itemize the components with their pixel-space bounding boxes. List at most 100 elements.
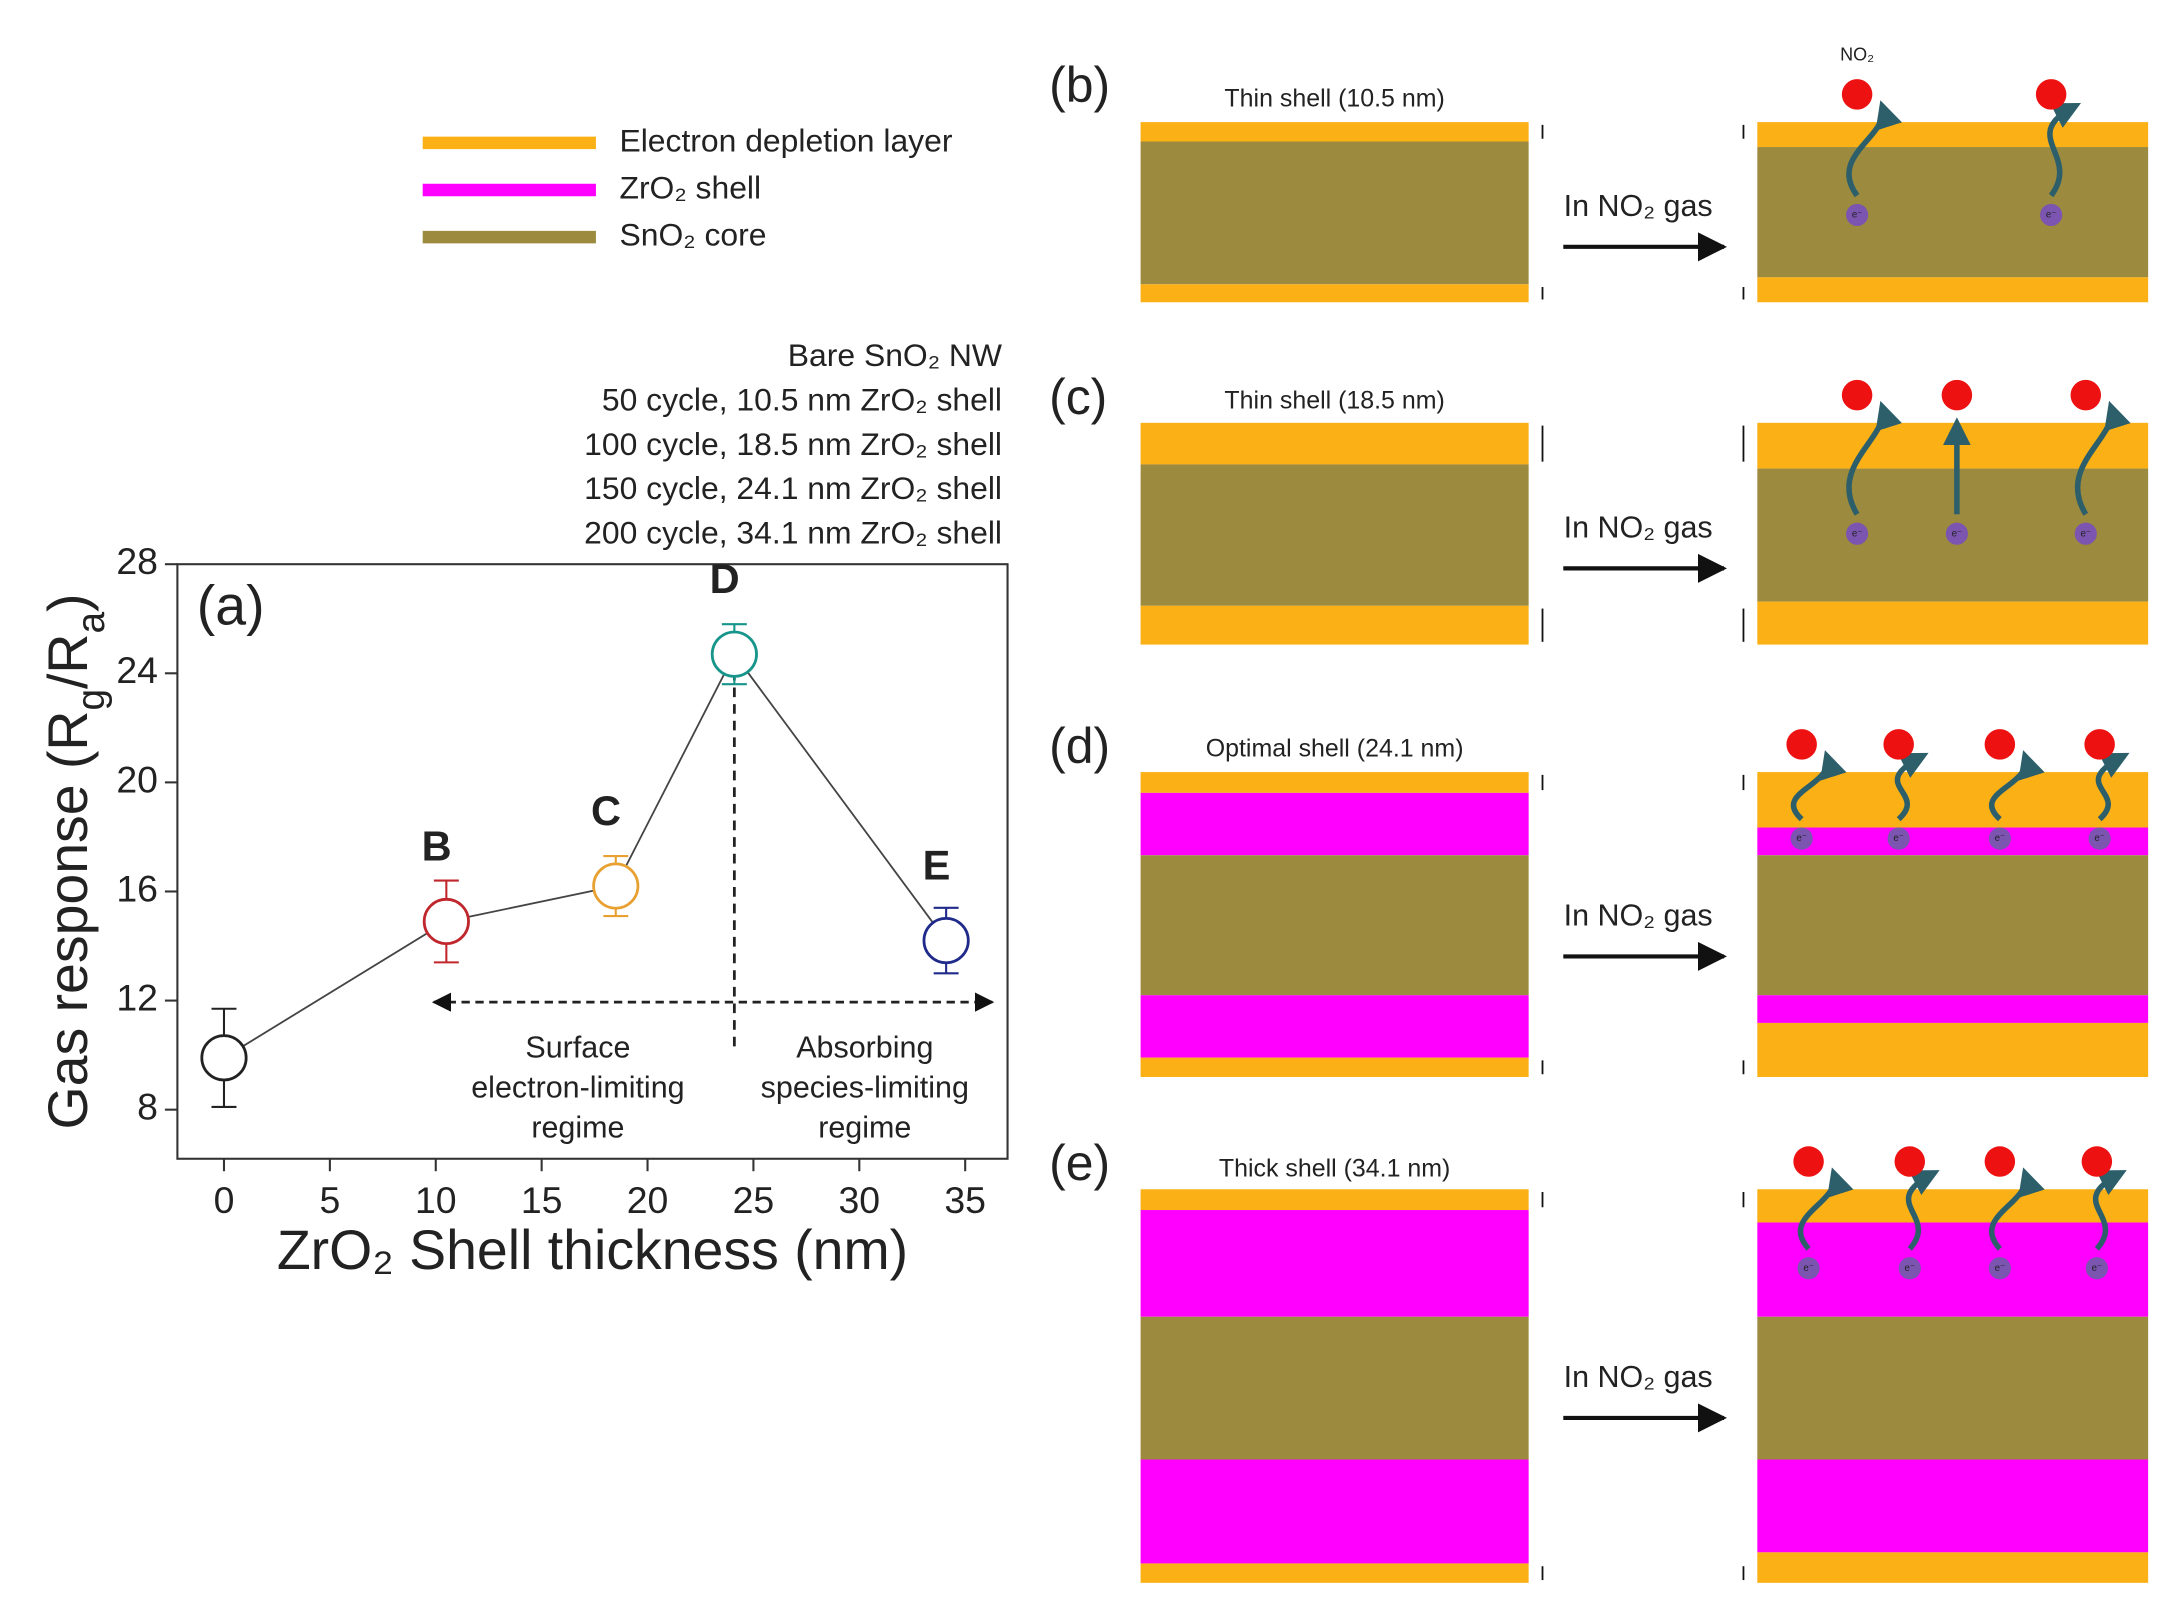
layer-name: Electron depletion layer <box>619 122 952 158</box>
data-point <box>422 897 470 946</box>
electron <box>1797 1257 1820 1280</box>
legend-entry: 50 cycle, 10.5 nm ZrO₂ shell <box>602 381 1002 417</box>
electron-label: e⁻ <box>1995 833 2006 844</box>
no2-molecule <box>1883 729 1914 760</box>
layer <box>1140 1563 1529 1583</box>
electron-label: e⁻ <box>2094 833 2105 844</box>
electron <box>2074 522 2097 545</box>
layer <box>1140 464 1529 606</box>
x-tick-label: 5 <box>319 1179 340 1221</box>
electron <box>1846 203 1869 227</box>
x-tick-label: 25 <box>733 1179 775 1221</box>
y-axis-label-part: Gas response (R <box>37 711 99 1130</box>
legend-entry: 150 cycle, 24.1 nm ZrO₂ shell <box>584 470 1002 506</box>
layer <box>1757 1022 2149 1077</box>
layer <box>1757 1552 2149 1583</box>
electron-label: e⁻ <box>1803 1263 1814 1274</box>
data-point <box>710 630 758 678</box>
layer <box>1140 855 1529 996</box>
y-axis-label-part: /R <box>37 634 99 689</box>
y-axis-label-part: ) <box>37 593 99 611</box>
layer <box>1757 1459 2149 1553</box>
electron-label: e⁻ <box>1852 528 1863 539</box>
x-tick-label: 30 <box>839 1179 881 1221</box>
no2-molecule <box>1941 379 1973 411</box>
y-tick-label: 16 <box>116 867 158 909</box>
electron-label: e⁻ <box>2092 1263 2103 1274</box>
data-line <box>223 652 947 1059</box>
no2-molecule <box>1894 1146 1926 1177</box>
layer <box>1140 605 1529 645</box>
shell-caption: Thin shell (18.5 nm) <box>1224 387 1444 415</box>
panel-label: (e) <box>1049 1135 1110 1191</box>
layer <box>1757 1189 2149 1223</box>
electron-path <box>1797 1167 1854 1251</box>
point-label: B <box>422 822 452 869</box>
layer <box>1757 827 2149 856</box>
no2-molecule <box>2081 1146 2113 1177</box>
molecule-label: NO₂ <box>1840 44 1874 64</box>
regime-text: electron-limiting <box>471 1071 684 1105</box>
electron-label: e⁻ <box>1796 833 1807 844</box>
electron-path <box>1989 1167 2045 1251</box>
shell-caption: Thick shell (34.1 nm) <box>1219 1154 1450 1182</box>
electron <box>1846 522 1869 545</box>
electron <box>1898 1257 1921 1280</box>
x-tick-label: 20 <box>627 1179 669 1221</box>
electron-path <box>1846 100 1902 198</box>
regime-text: Surface <box>525 1030 630 1064</box>
layer <box>1757 147 2149 278</box>
plot-frame <box>176 563 1009 1160</box>
electron-label: e⁻ <box>1852 210 1863 221</box>
gas-label: In NO₂ gas <box>1564 189 1713 223</box>
layer <box>1140 1189 1529 1211</box>
electron-path <box>1905 1170 1940 1251</box>
panel-label: (c) <box>1049 369 1107 425</box>
data-point <box>200 1034 248 1082</box>
no2-molecule <box>1841 79 1873 110</box>
no2-molecule <box>1841 379 1873 411</box>
no2-molecule <box>2084 729 2115 760</box>
electron-label: e⁻ <box>1995 1263 2006 1274</box>
electron-path <box>2092 1170 2127 1251</box>
panel-label: (a) <box>197 575 265 637</box>
y-tick-label: 12 <box>116 976 158 1018</box>
layer <box>1140 995 1529 1058</box>
panel-label: (d) <box>1049 718 1110 774</box>
gas-label: In NO₂ gas <box>1564 899 1713 933</box>
electron-path <box>2095 752 2130 822</box>
layer <box>1140 1210 1529 1317</box>
layer <box>1140 141 1529 285</box>
x-tick-label: 0 <box>214 1179 235 1221</box>
no2-molecule <box>1793 1146 1824 1177</box>
no2-molecule <box>1984 1146 2016 1177</box>
no2-molecule <box>1786 729 1817 760</box>
electron <box>1945 522 1968 545</box>
electron-label: e⁻ <box>1893 833 1904 844</box>
layer <box>1140 1057 1529 1077</box>
electron-path <box>1790 750 1847 822</box>
regime-text: regime <box>818 1111 911 1145</box>
layer <box>1140 1459 1529 1564</box>
electron <box>2040 203 2063 227</box>
point-label: E <box>923 841 951 888</box>
x-tick-label: 15 <box>521 1179 563 1221</box>
legend-entry: 200 cycle, 34.1 nm ZrO₂ shell <box>584 515 1002 551</box>
layer <box>1757 601 2149 645</box>
no2-molecule <box>2070 379 2102 411</box>
layer <box>1140 422 1529 465</box>
layer <box>1757 772 2149 828</box>
shell-caption: Thin shell (10.5 nm) <box>1224 85 1444 113</box>
y-tick-label: 8 <box>137 1086 158 1128</box>
layer <box>1757 277 2149 303</box>
layer <box>1757 995 2149 1023</box>
legend-entry: Bare SnO₂ NW <box>788 337 1002 373</box>
data-point <box>592 862 640 910</box>
layer <box>1140 122 1529 142</box>
electron <box>2085 1257 2108 1280</box>
point-label: C <box>591 787 621 834</box>
electron-label: e⁻ <box>1952 528 1963 539</box>
shell-caption: Optimal shell (24.1 nm) <box>1206 735 1464 763</box>
electron <box>1790 827 1813 850</box>
x-tick-label: 10 <box>415 1179 457 1221</box>
